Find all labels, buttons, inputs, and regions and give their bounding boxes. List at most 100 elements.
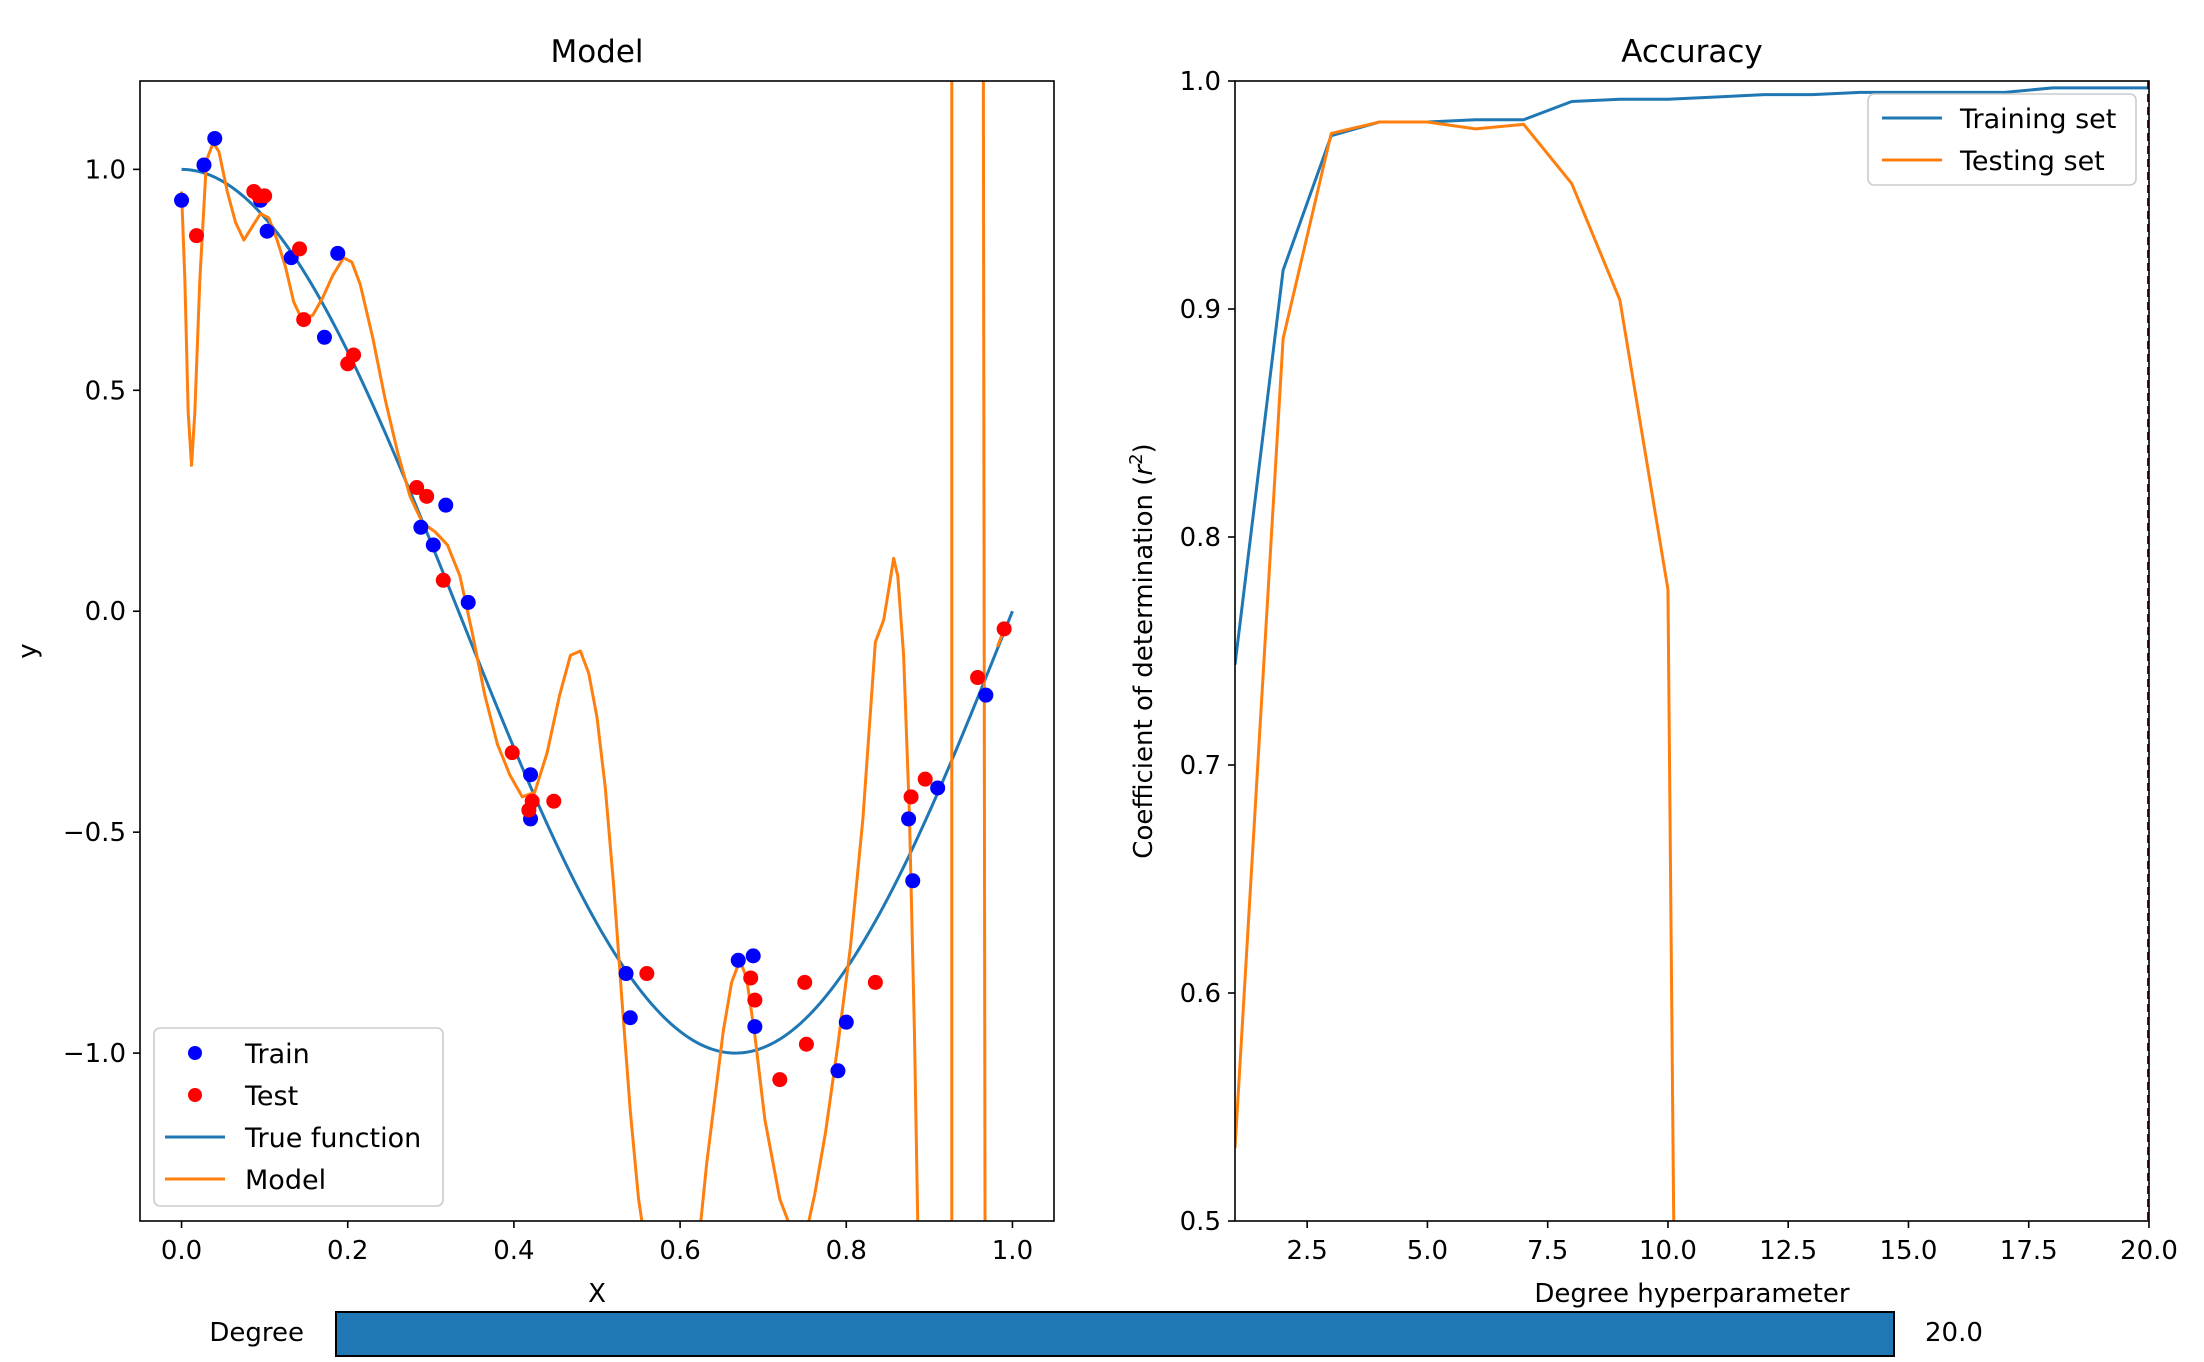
accuracy-plot-area bbox=[1235, 81, 2149, 1221]
model-line-segment bbox=[981, 81, 987, 1221]
0-x-tick-label: 0.6 bbox=[659, 1236, 700, 1266]
train-point bbox=[830, 1063, 846, 1079]
model-axes: Model 0.0 0.2 0.4 0.6 0.8 1.0 1.0 0.5 0.0 −0.5 −1.… bbox=[13, 34, 1055, 1309]
0-y-tick-label: 1.0 bbox=[85, 155, 126, 185]
0-y-tick-label: 0.0 bbox=[85, 597, 126, 627]
legend-train-marker bbox=[188, 1046, 202, 1060]
model-legend-box bbox=[153, 1027, 444, 1207]
train-point bbox=[901, 811, 917, 827]
degree-slider-value: 20.0 bbox=[1925, 1318, 1983, 1348]
test-point bbox=[292, 241, 308, 257]
train-point bbox=[838, 1014, 854, 1030]
1-y-tick-label: 1.0 bbox=[1180, 67, 1221, 97]
1-x-tick-label: 2.5 bbox=[1286, 1236, 1327, 1266]
1-x-tick-label: 7.5 bbox=[1527, 1236, 1568, 1266]
accuracy-x-label: Degree hyperparameter bbox=[1534, 1279, 1850, 1309]
0-y-tick-label: −1.0 bbox=[63, 1039, 126, 1069]
model-x-label: X bbox=[588, 1279, 606, 1309]
train-point bbox=[730, 952, 746, 968]
0-y-tick-label: −0.5 bbox=[63, 818, 126, 848]
train-point bbox=[622, 1010, 638, 1026]
test-point bbox=[409, 480, 425, 496]
model-line-segment bbox=[807, 556, 920, 1221]
1-y-tick-label: 0.6 bbox=[1180, 979, 1221, 1009]
degree-slider[interactable]: Degree 20.0 bbox=[209, 1311, 1983, 1357]
train-point bbox=[174, 192, 190, 208]
test-point bbox=[524, 793, 540, 809]
test-point bbox=[419, 488, 435, 504]
legend-test-label: Test bbox=[244, 1081, 298, 1112]
degree-slider-label: Degree bbox=[209, 1318, 304, 1348]
test-point bbox=[772, 1072, 788, 1088]
accuracy-title: Accuracy bbox=[1621, 34, 1763, 70]
train-point bbox=[745, 948, 761, 964]
train-point bbox=[747, 1019, 763, 1035]
0-x-tick-label: 0.0 bbox=[161, 1236, 202, 1266]
test-point bbox=[798, 1036, 814, 1052]
accuracy-y-label: Coefficient of determination (r2) bbox=[1126, 443, 1159, 858]
accuracy-legend: Training set Testing set bbox=[1867, 93, 2137, 186]
model-legend: Train Test True function Model bbox=[153, 1027, 444, 1207]
test-point bbox=[996, 621, 1012, 637]
model-ticks: 0.0 0.2 0.4 0.6 0.8 1.0 1.0 0.5 0.0 −0.5 −1.0 bbox=[63, 155, 1033, 1266]
0-y-tick-label: 0.5 bbox=[85, 376, 126, 406]
model-title: Model bbox=[550, 34, 643, 70]
test-point bbox=[743, 970, 759, 986]
model-y-label: y bbox=[13, 643, 43, 658]
model-axes-frame bbox=[139, 80, 1055, 1222]
accuracy-axes: Accuracy 2.5 5.0 7.5 10.0 12.5 15.0 17.5 20.0 1.… bbox=[1126, 34, 2178, 1309]
legend-true-function-label: True function bbox=[244, 1123, 421, 1154]
train-point bbox=[905, 873, 921, 889]
legend-testing-set-label: Testing set bbox=[1959, 146, 2105, 177]
0-x-tick-label: 1.0 bbox=[992, 1236, 1033, 1266]
test-point bbox=[504, 745, 520, 761]
train-point bbox=[930, 780, 946, 796]
test-point bbox=[867, 974, 883, 990]
test-point bbox=[639, 966, 655, 982]
true-function-line bbox=[181, 167, 1014, 1055]
1-x-tick-label: 15.0 bbox=[1880, 1236, 1938, 1266]
1-y-tick-label: 0.9 bbox=[1180, 295, 1221, 325]
test-point bbox=[257, 188, 273, 204]
test-point bbox=[346, 347, 362, 363]
testing-set-line bbox=[1235, 120, 1676, 1221]
model-plot-area bbox=[174, 81, 1014, 1221]
legend-model-label: Model bbox=[245, 1165, 326, 1196]
1-x-tick-label: 17.5 bbox=[2000, 1236, 2058, 1266]
train-point bbox=[196, 157, 212, 173]
1-y-tick-label: 0.8 bbox=[1180, 523, 1221, 553]
1-y-tick-label: 0.5 bbox=[1180, 1207, 1221, 1237]
legend-train-label: Train bbox=[244, 1039, 310, 1070]
0-x-tick-label: 0.8 bbox=[826, 1236, 867, 1266]
test-point bbox=[296, 312, 312, 328]
1-x-tick-label: 5.0 bbox=[1407, 1236, 1448, 1266]
train-point bbox=[425, 537, 441, 553]
legend-training-set-label: Training set bbox=[1959, 104, 2116, 135]
1-y-tick-label: 0.7 bbox=[1180, 751, 1221, 781]
train-point bbox=[413, 519, 429, 535]
train-point bbox=[330, 245, 346, 261]
1-x-tick-label: 12.5 bbox=[1759, 1236, 1817, 1266]
0-x-tick-label: 0.2 bbox=[327, 1236, 368, 1266]
train-point bbox=[316, 329, 332, 345]
train-point bbox=[460, 594, 476, 610]
test-point bbox=[903, 789, 919, 805]
legend-test-marker bbox=[188, 1088, 202, 1102]
model-line-segment bbox=[180, 141, 644, 1221]
train-point bbox=[259, 223, 275, 239]
test-point bbox=[747, 992, 763, 1008]
test-point bbox=[189, 228, 205, 244]
accuracy-axes-frame bbox=[1234, 80, 2150, 1222]
test-point bbox=[546, 793, 562, 809]
train-point bbox=[978, 687, 994, 703]
0-x-tick-label: 0.4 bbox=[493, 1236, 534, 1266]
degree-slider-fill[interactable] bbox=[337, 1313, 1893, 1355]
1-x-tick-label: 10.0 bbox=[1639, 1236, 1697, 1266]
test-point bbox=[797, 974, 813, 990]
accuracy-ticks: 2.5 5.0 7.5 10.0 12.5 15.0 17.5 20.0 1.0 0.9 0.8 0.… bbox=[1180, 67, 2178, 1266]
test-point bbox=[917, 771, 933, 787]
degree-slider-border bbox=[335, 1311, 1895, 1357]
train-point bbox=[207, 130, 223, 146]
